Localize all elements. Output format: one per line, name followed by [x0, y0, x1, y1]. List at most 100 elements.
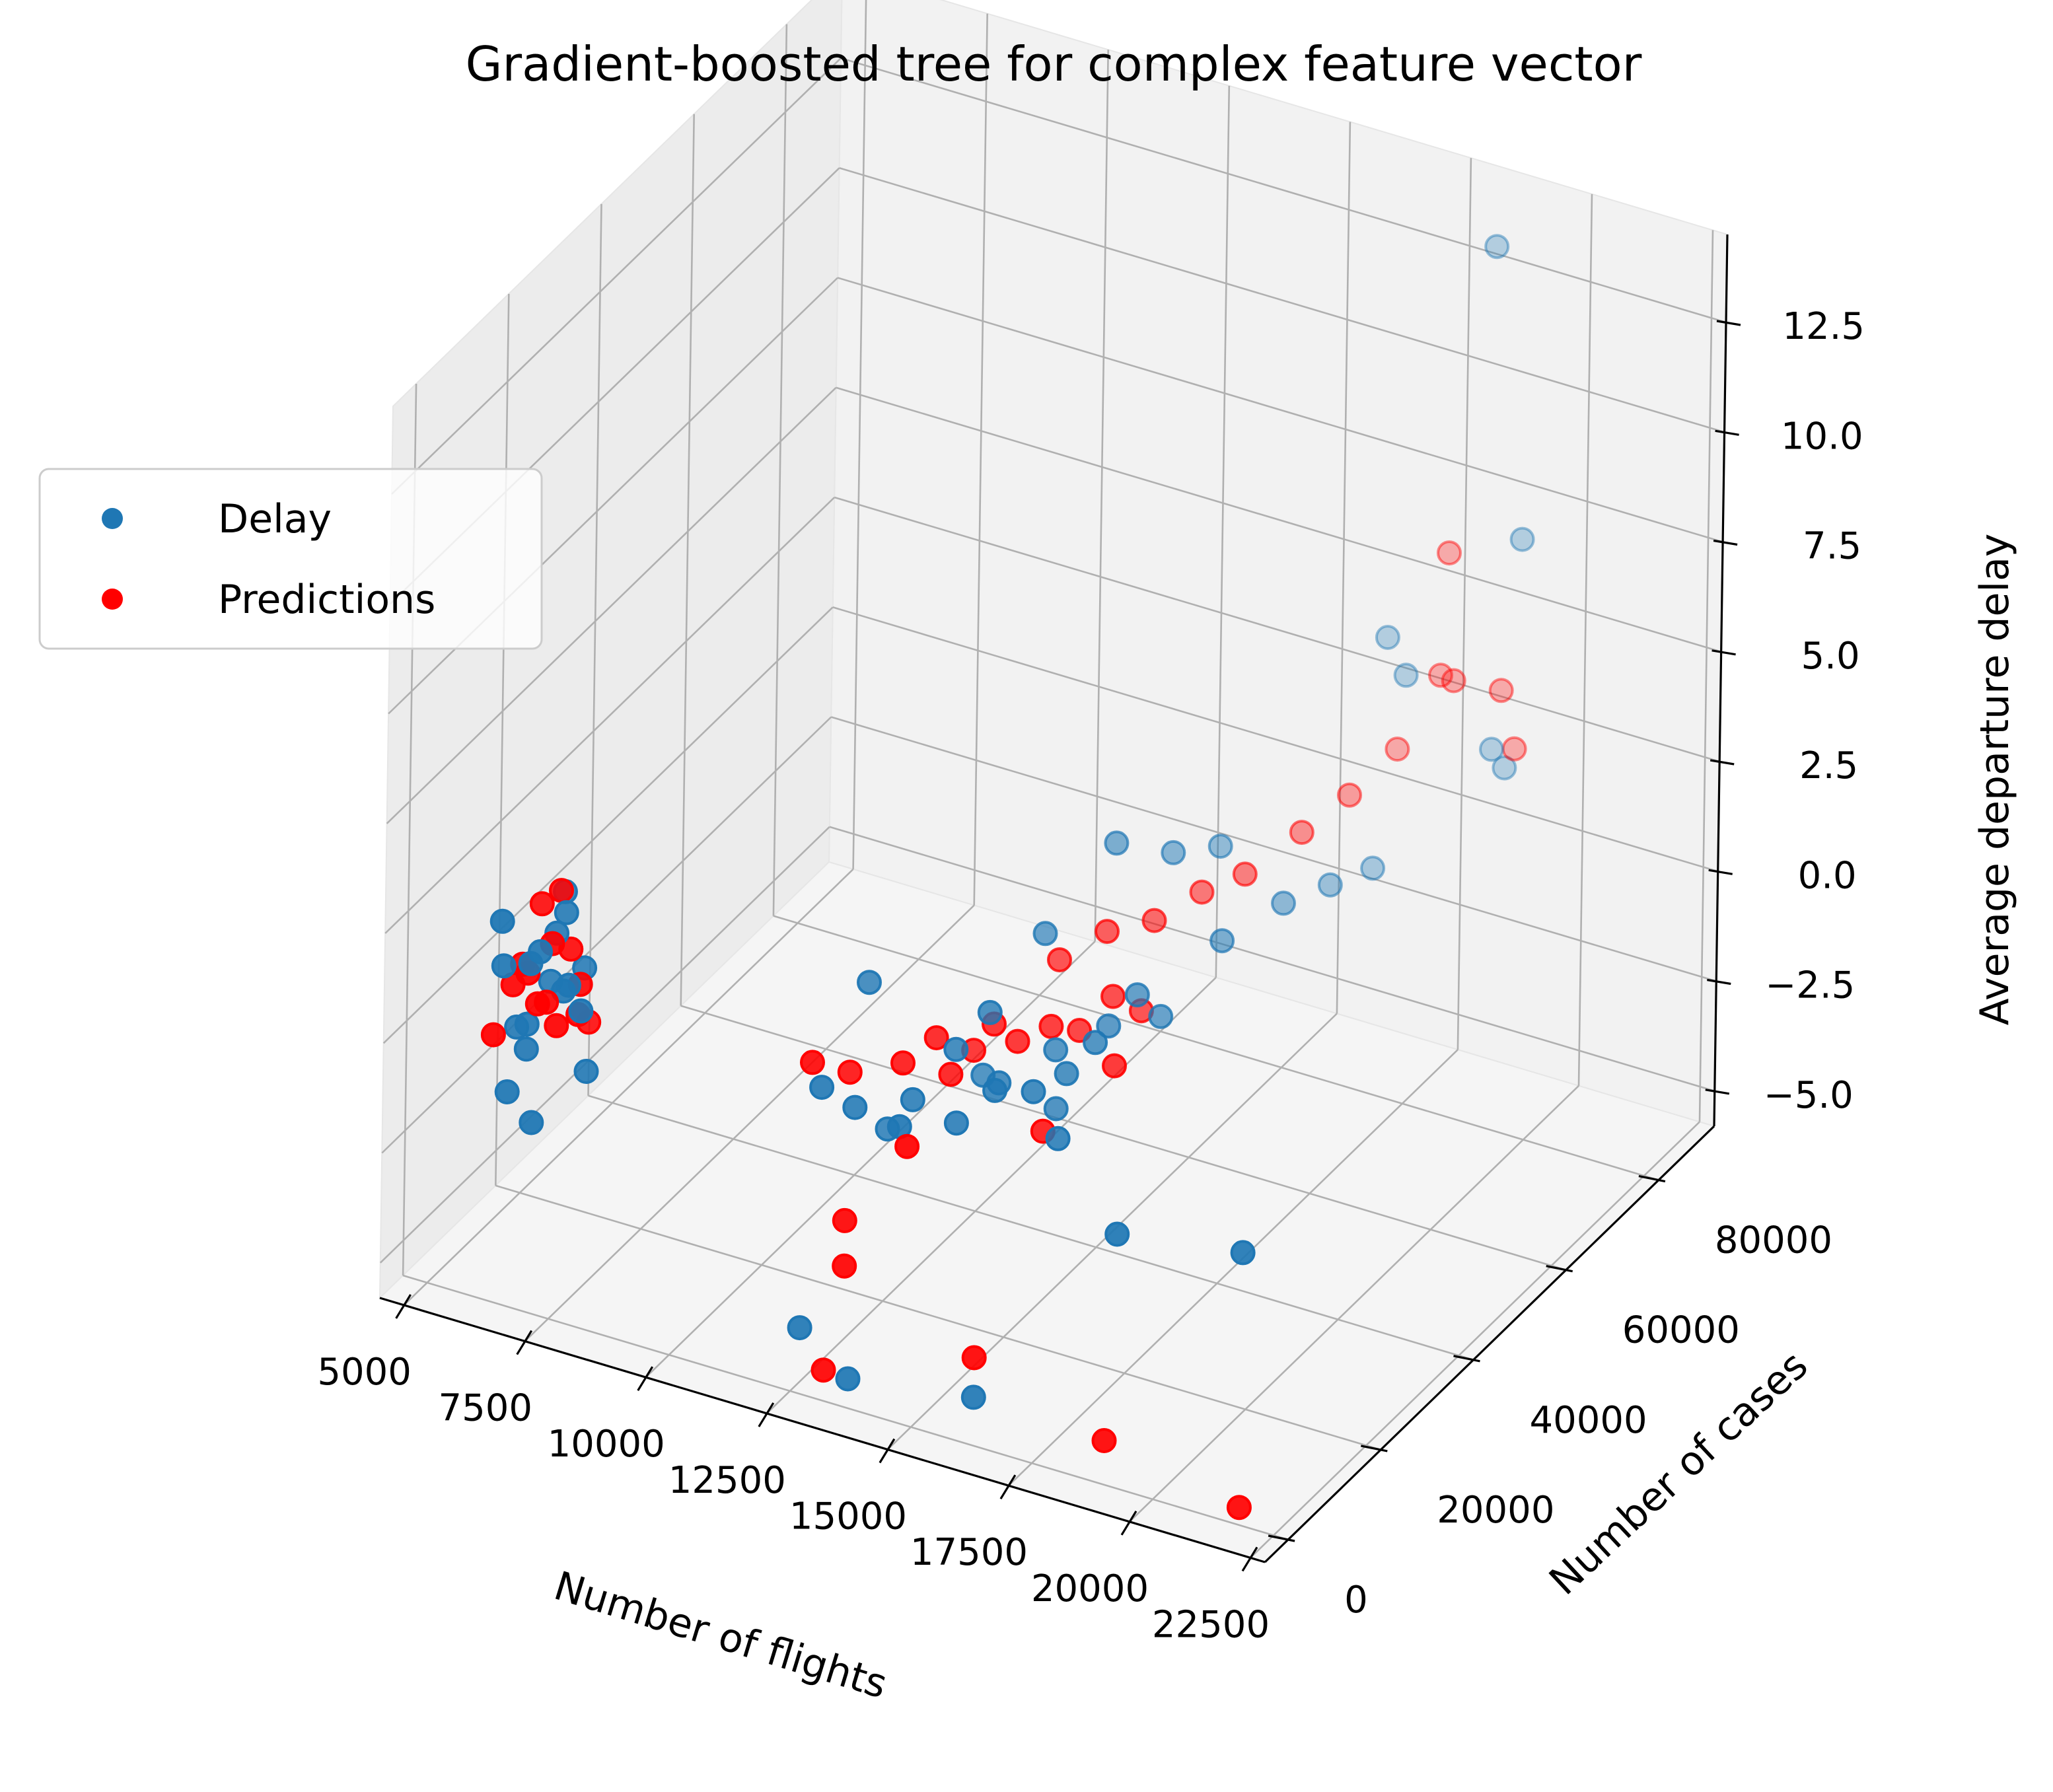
z-tick-label: −2.5 — [1765, 964, 1855, 1007]
z-tick-label: 10.0 — [1781, 415, 1863, 458]
prediction-point — [544, 1013, 569, 1038]
x-tick-mark — [879, 1438, 896, 1464]
x-tick-label: 7500 — [438, 1387, 532, 1430]
grid-line-x-floor — [766, 976, 1217, 1414]
delay-point — [1492, 755, 1517, 781]
delay-point — [1032, 921, 1058, 947]
prediction-point — [961, 1345, 987, 1371]
delay-point — [1148, 1003, 1174, 1029]
grid-line-x-floor — [645, 941, 1096, 1379]
prediction-point — [890, 1050, 916, 1076]
delay-point — [1271, 890, 1296, 916]
prediction-point — [923, 1025, 949, 1051]
grid-line-x-back — [1336, 122, 1351, 1014]
grid-line-z-side — [391, 57, 842, 495]
grid-line-y-floor — [495, 1184, 1381, 1451]
delay-point — [491, 953, 517, 979]
grid-line-y-side — [772, 24, 788, 916]
grid-line-z-back — [834, 496, 1720, 763]
delay-point — [513, 1036, 539, 1062]
delay-point — [809, 1075, 835, 1100]
grid-line-z-back — [830, 716, 1717, 982]
grid-line-z-back — [840, 57, 1727, 324]
prediction-point — [524, 991, 550, 1017]
grid-line-z-back — [839, 167, 1725, 433]
grid-line-z-side — [381, 716, 832, 1154]
x-tick-mark — [516, 1330, 533, 1355]
prediction-point — [1437, 540, 1462, 566]
x-tick-mark — [758, 1402, 775, 1427]
y-tick-mark — [1546, 1265, 1573, 1273]
x-tick-label: 5000 — [317, 1351, 412, 1394]
x-tick-mark — [999, 1474, 1017, 1500]
grid-line-x-floor — [1129, 1085, 1579, 1523]
z-tick-label: −5.0 — [1764, 1074, 1854, 1117]
z-tick-label: 12.5 — [1782, 305, 1865, 348]
data-points — [480, 234, 1535, 1521]
grid-line-x-back — [1457, 158, 1472, 1050]
delay-point — [960, 1384, 986, 1410]
legend-frame — [38, 468, 543, 650]
delay-point — [1509, 526, 1535, 552]
delay-point — [1317, 872, 1343, 898]
delay-point — [1043, 1037, 1069, 1063]
delay-point — [489, 908, 515, 934]
z-tick-label: 0.0 — [1798, 854, 1857, 897]
grid-line-z-side — [379, 826, 830, 1264]
prediction-point — [832, 1253, 857, 1279]
z-tick-label: 2.5 — [1799, 744, 1858, 787]
prediction-point — [800, 1050, 825, 1075]
prediction-point — [1488, 678, 1514, 703]
grid-line-y-floor — [588, 1094, 1474, 1361]
prediction-point — [1047, 947, 1072, 973]
grid-line-z-back — [832, 606, 1719, 873]
prediction-point — [1102, 1053, 1127, 1079]
prediction-point — [1501, 736, 1527, 762]
y-tick-mark — [1453, 1355, 1480, 1363]
y-axis-line — [1264, 1125, 1715, 1563]
grid-line-x-back — [1094, 50, 1109, 942]
prediction-point — [1095, 919, 1120, 945]
delay-point — [1209, 928, 1235, 954]
delay-point — [568, 998, 594, 1024]
delay-point — [519, 1110, 544, 1135]
prediction-point — [1385, 736, 1410, 762]
y-tick-mark — [1638, 1175, 1666, 1183]
grid-line-y-floor — [402, 1274, 1289, 1541]
delay-point — [1021, 1079, 1046, 1104]
x-tick-label: 12500 — [668, 1459, 786, 1502]
x-tick-label: 22500 — [1152, 1603, 1270, 1646]
grid-line-x-floor — [1007, 1049, 1459, 1487]
delay-point — [1484, 234, 1510, 260]
prediction-point — [1289, 820, 1315, 845]
y-tick-label: 20000 — [1437, 1489, 1554, 1532]
z-tick-mark — [1708, 869, 1733, 875]
grid-line-y-side — [587, 203, 602, 1096]
legend: Delay Predictions — [38, 468, 543, 650]
prediction-point — [832, 1207, 857, 1233]
grid-line-x-back — [852, 0, 867, 869]
grid-line-x-back — [1577, 194, 1593, 1086]
delay-point — [857, 970, 882, 995]
delay-point — [1054, 1061, 1079, 1087]
delay-point — [977, 999, 1003, 1025]
prediction-point — [1337, 782, 1362, 808]
grid-line-y-side — [680, 114, 695, 1006]
x-axis-line — [379, 1297, 1266, 1563]
grid-line-y-floor — [773, 915, 1659, 1181]
delay-point — [554, 900, 579, 925]
grid-line-x-floor — [403, 868, 854, 1306]
legend-marker-delay — [102, 508, 123, 529]
grid-line-x-floor — [524, 904, 975, 1342]
delay-point — [1104, 1221, 1130, 1247]
y-tick-label: 40000 — [1530, 1399, 1647, 1442]
delay-point — [943, 1036, 969, 1062]
z-tick-mark — [1716, 320, 1741, 326]
prediction-point — [1232, 861, 1258, 887]
grid-line-z-side — [384, 497, 836, 934]
grid-line-z-side — [386, 386, 837, 824]
delay-point — [1479, 736, 1504, 762]
legend-marker-predictions — [102, 589, 123, 610]
grid-line-z-side — [382, 606, 834, 1044]
